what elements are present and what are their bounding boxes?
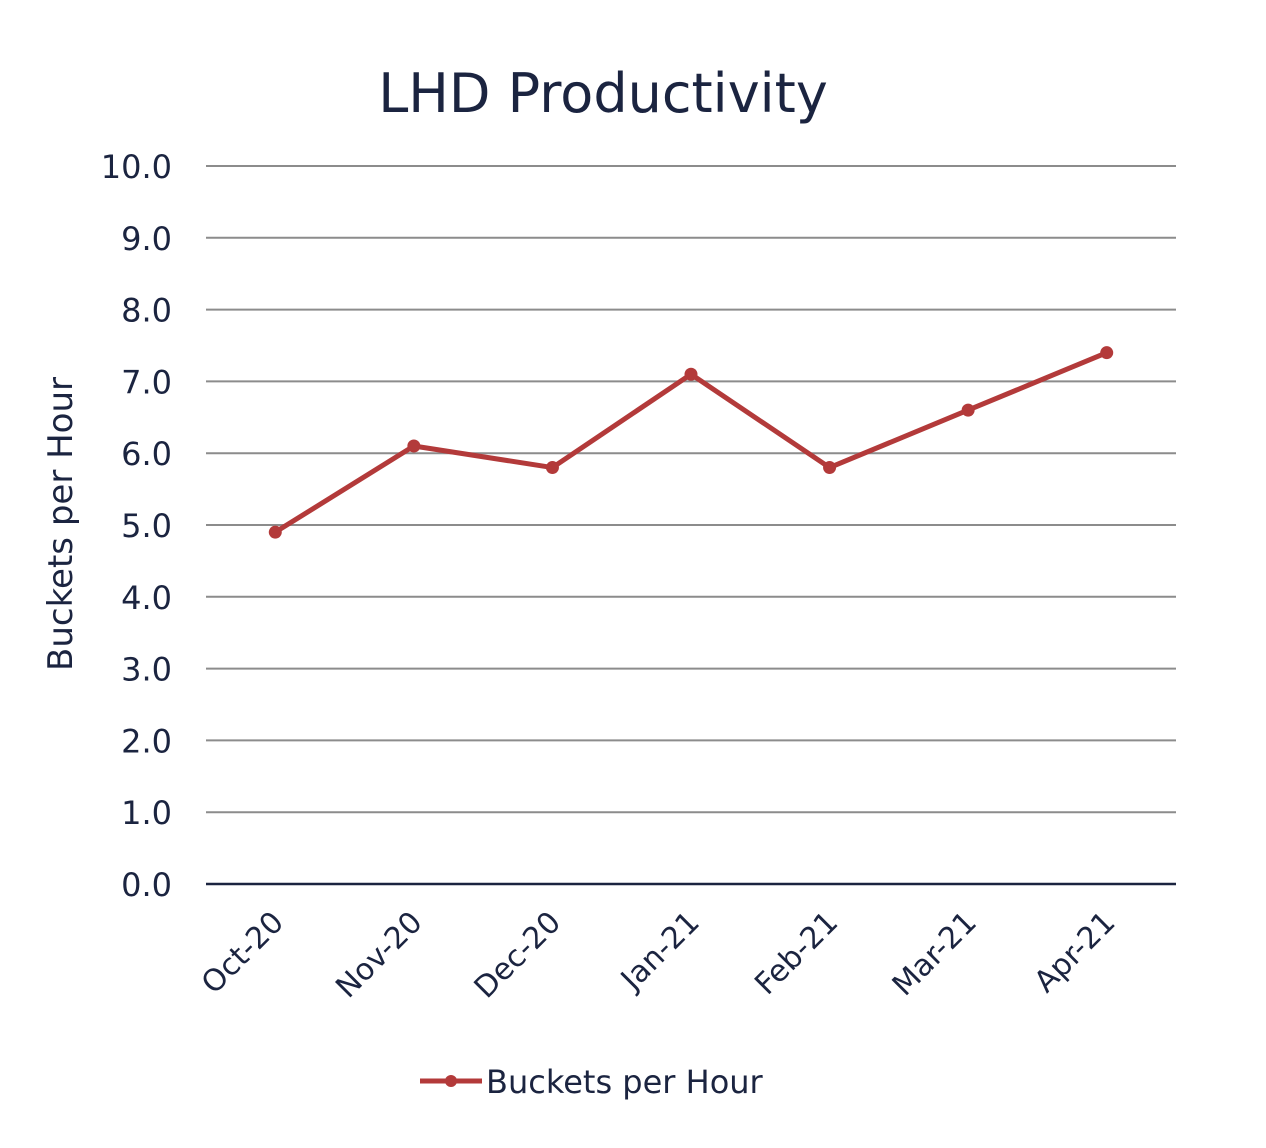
x-tick-label: Nov-20 [329, 905, 429, 1005]
y-tick-label: 9.0 [121, 220, 172, 258]
y-tick-label: 3.0 [121, 651, 172, 689]
x-tick-label: Oct-20 [195, 905, 291, 1001]
y-tick-label: 4.0 [121, 579, 172, 617]
y-tick-label: 1.0 [121, 794, 172, 832]
x-tick-label: Apr-21 [1028, 905, 1123, 1000]
y-tick-label: 10.0 [101, 148, 172, 186]
data-point[interactable] [684, 367, 698, 381]
legend-marker-swatch [445, 1075, 457, 1087]
y-axis-label: Buckets per Hour [41, 377, 81, 671]
y-tick-label: 6.0 [121, 435, 172, 473]
x-tick-label: Mar-21 [886, 905, 984, 1003]
data-point[interactable] [961, 403, 975, 417]
y-tick-label: 8.0 [121, 292, 172, 330]
x-tick-label: Dec-20 [468, 905, 568, 1005]
data-point[interactable] [823, 461, 837, 475]
x-tick-label: Feb-21 [748, 905, 845, 1002]
gridlines [206, 165, 1176, 814]
y-tick-label: 5.0 [121, 507, 172, 545]
x-tick-labels: Oct-20 Nov-20 Dec-20 Jan-21 Feb-21 Mar-21 Apr-… [195, 905, 1123, 1005]
x-tick-label: Jan-21 [613, 905, 707, 999]
data-point[interactable] [268, 525, 282, 539]
y-tick-labels: 0.0 1.0 2.0 3.0 4.0 5.0 6.0 7.0 8.0 9.0 10.0 [101, 148, 172, 904]
series-buckets-per-hour [268, 346, 1114, 539]
chart-title: LHD Productivity [378, 62, 828, 125]
y-tick-label: 0.0 [121, 866, 172, 904]
data-point[interactable] [1100, 346, 1114, 360]
y-tick-label: 7.0 [121, 363, 172, 401]
legend[interactable]: Buckets per Hour [420, 1063, 764, 1101]
y-tick-label: 2.0 [121, 722, 172, 760]
data-point[interactable] [545, 461, 559, 475]
legend-label: Buckets per Hour [486, 1063, 764, 1101]
data-point[interactable] [407, 439, 421, 453]
